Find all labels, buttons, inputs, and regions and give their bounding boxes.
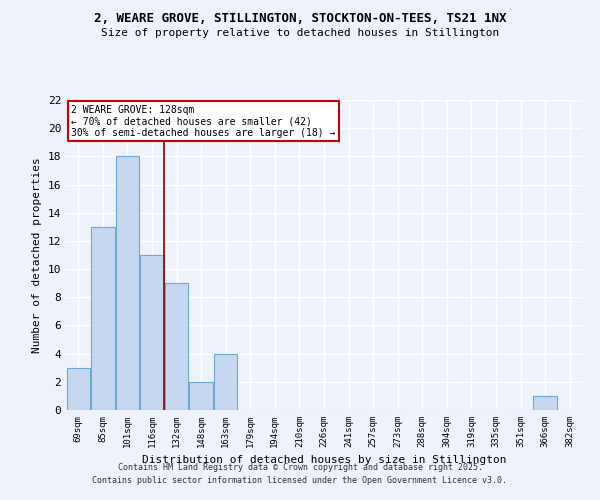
X-axis label: Distribution of detached houses by size in Stillington: Distribution of detached houses by size …: [142, 456, 506, 466]
Bar: [533, 396, 557, 410]
Bar: [165, 283, 188, 410]
Text: 2 WEARE GROVE: 128sqm
← 70% of detached houses are smaller (42)
30% of semi-deta: 2 WEARE GROVE: 128sqm ← 70% of detached …: [71, 104, 335, 138]
Bar: [214, 354, 238, 410]
Y-axis label: Number of detached properties: Number of detached properties: [32, 157, 42, 353]
Text: 2, WEARE GROVE, STILLINGTON, STOCKTON-ON-TEES, TS21 1NX: 2, WEARE GROVE, STILLINGTON, STOCKTON-ON…: [94, 12, 506, 26]
Bar: [190, 382, 213, 410]
Bar: [91, 227, 115, 410]
Bar: [116, 156, 139, 410]
Text: Size of property relative to detached houses in Stillington: Size of property relative to detached ho…: [101, 28, 499, 38]
Text: Contains public sector information licensed under the Open Government Licence v3: Contains public sector information licen…: [92, 476, 508, 485]
Bar: [140, 255, 164, 410]
Bar: [67, 368, 90, 410]
Text: Contains HM Land Registry data © Crown copyright and database right 2025.: Contains HM Land Registry data © Crown c…: [118, 464, 482, 472]
